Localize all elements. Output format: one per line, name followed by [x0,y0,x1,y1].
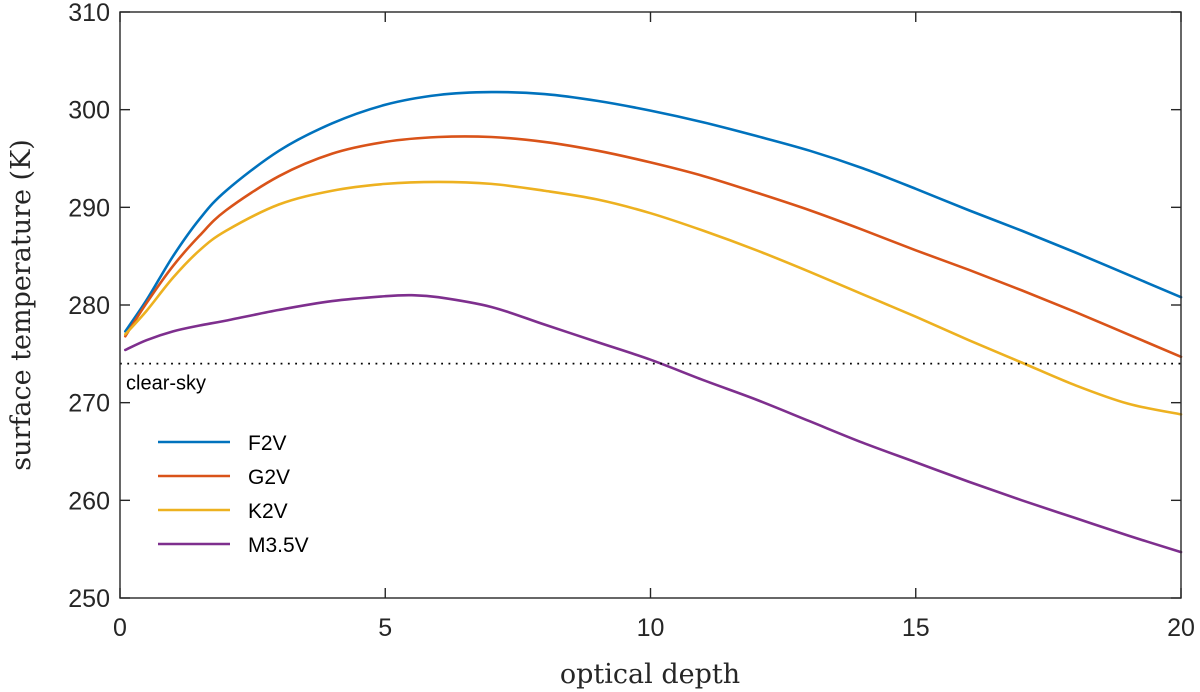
y-tick-label: 310 [68,0,110,27]
plot-area: clear-sky [120,90,1183,554]
y-axis-title: surface temperature (K) [6,139,37,471]
series-line-f2v [124,90,1183,333]
y-tick-label: 290 [68,194,110,222]
series-line-g2v [124,135,1183,359]
clear-sky-label: clear-sky [126,373,206,395]
y-tick-label: 250 [68,585,110,613]
x-tick-label: 15 [902,614,930,642]
x-tick-label: 5 [378,614,392,642]
legend-label: F2V [248,432,287,455]
series-line-m3-5v [124,293,1183,554]
x-tick-label: 10 [637,614,665,642]
series-line-k2v [124,180,1183,416]
y-tick-label: 280 [68,292,110,320]
x-axis-title: optical depth [560,659,740,690]
y-tick-label: 300 [68,97,110,125]
x-tick-label: 20 [1167,614,1195,642]
legend-label: M3.5V [248,534,309,557]
legend: F2V G2V K2V M3.5V [158,432,309,557]
legend-label: G2V [248,466,290,489]
axes: 0 5 10 15 20 250 260 270 280 290 300 310 [68,0,1195,642]
y-tick-label: 270 [68,390,110,418]
x-tick-label: 0 [113,614,127,642]
y-tick-label: 260 [68,487,110,515]
legend-label: K2V [248,500,288,523]
